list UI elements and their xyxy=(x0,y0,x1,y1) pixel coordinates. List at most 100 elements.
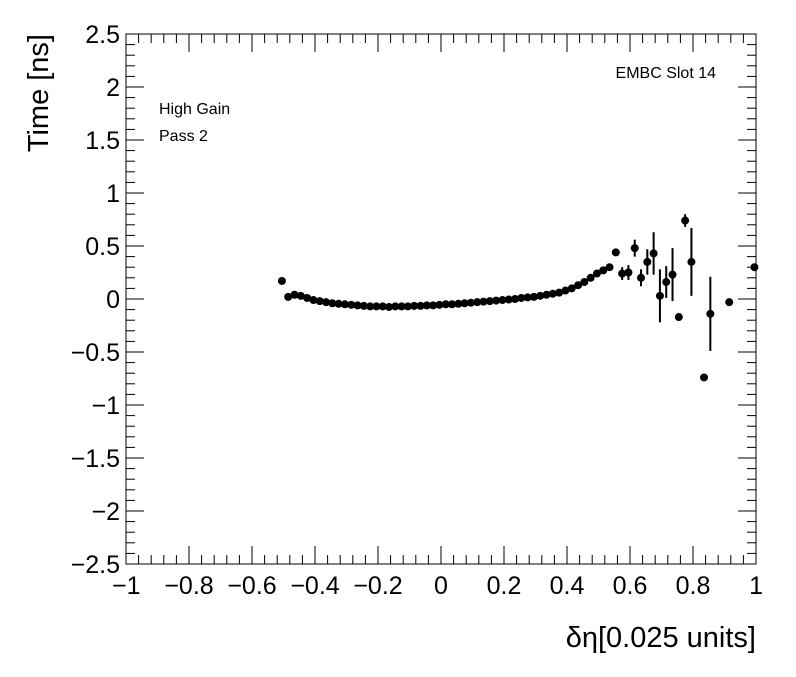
data-point xyxy=(700,373,709,382)
data-point xyxy=(504,295,513,304)
data-point xyxy=(479,297,488,306)
data-point xyxy=(681,216,690,225)
data-point xyxy=(397,302,406,311)
data-point xyxy=(630,244,639,253)
data-point xyxy=(750,263,759,272)
data-point xyxy=(372,302,381,311)
axis-ticks xyxy=(125,33,757,565)
data-point xyxy=(517,293,526,302)
data-point xyxy=(359,301,368,310)
data-point xyxy=(605,263,614,272)
data-point xyxy=(441,300,450,309)
data-point xyxy=(403,302,412,311)
data-point xyxy=(303,293,312,302)
data-point xyxy=(529,292,538,301)
x-tick-label: −0.4 xyxy=(290,572,339,600)
data-point xyxy=(322,298,331,307)
data-point xyxy=(624,268,633,277)
x-tick-label: 0.6 xyxy=(613,572,648,600)
data-point xyxy=(649,249,658,258)
data-point xyxy=(460,299,469,308)
y-tick-label: −1 xyxy=(91,392,120,420)
data-point xyxy=(284,292,293,301)
data-point xyxy=(290,290,299,299)
x-tick-labels: −1 −0.8 −0.6 −0.4 −0.2 0 0.2 0.4 0.6 0.8 1 xyxy=(112,572,763,600)
data-point xyxy=(674,313,683,322)
data-point xyxy=(611,248,620,257)
data-point xyxy=(511,295,520,303)
data-point xyxy=(725,298,734,307)
y-tick-label: −2 xyxy=(91,498,120,526)
data-point xyxy=(410,301,419,310)
data-point xyxy=(429,301,438,310)
y-tick-label: 1 xyxy=(106,180,120,208)
data-point xyxy=(328,299,337,308)
data-point xyxy=(536,291,545,300)
data-point xyxy=(555,288,564,297)
data-point xyxy=(422,301,431,310)
data-point xyxy=(473,298,482,307)
annotation-gain: High Gain xyxy=(159,101,230,118)
data-point xyxy=(643,257,652,266)
data-point xyxy=(340,300,349,309)
y-tick-label: −2.5 xyxy=(71,551,120,579)
data-point xyxy=(277,276,286,285)
data-point xyxy=(523,293,532,302)
data-point xyxy=(466,298,475,307)
data-point xyxy=(498,296,507,305)
annotation-slot: EMBC Slot 14 xyxy=(616,65,717,82)
y-tick-label: 0.5 xyxy=(85,233,120,261)
data-point xyxy=(548,289,557,298)
data-point xyxy=(378,302,387,311)
data-point xyxy=(391,302,400,311)
data-point xyxy=(592,269,601,278)
y-tick-label: 2 xyxy=(106,74,120,102)
data-point xyxy=(637,273,646,282)
data-point xyxy=(416,301,425,310)
data-point xyxy=(668,270,677,279)
x-tick-label: 1 xyxy=(749,572,763,600)
data-point xyxy=(296,291,305,300)
data-point xyxy=(599,266,608,275)
data-point xyxy=(662,278,671,287)
data-point xyxy=(385,302,394,311)
data-point xyxy=(315,297,324,306)
data-point xyxy=(542,290,551,299)
annotation-pass: Pass 2 xyxy=(159,128,208,145)
data-point xyxy=(567,284,576,293)
x-tick-label: −0.8 xyxy=(164,572,213,600)
x-tick-label: −1 xyxy=(112,572,141,600)
data-point xyxy=(353,301,362,310)
data-point xyxy=(580,278,589,287)
y-tick-label: −0.5 xyxy=(71,339,120,367)
data-point xyxy=(655,291,664,300)
data-point xyxy=(492,296,501,305)
x-tick-label: 0.2 xyxy=(487,572,522,600)
y-axis-title: Time [ns] xyxy=(23,34,55,152)
y-tick-label: 2.5 xyxy=(85,21,120,49)
data-point xyxy=(687,257,696,266)
x-axis-title: δη[0.025 units] xyxy=(566,622,756,654)
data-point xyxy=(347,300,356,309)
data-point xyxy=(561,286,570,295)
data-point xyxy=(448,300,457,309)
data-point xyxy=(618,269,627,278)
y-tick-label: 1.5 xyxy=(85,127,120,155)
x-tick-label: 0.8 xyxy=(676,572,711,600)
data-point xyxy=(334,299,343,308)
x-tick-label: 0 xyxy=(434,572,448,600)
y-tick-labels: −2.5 −2 −1.5 −1 −0.5 0 0.5 1 1.5 2 2.5 xyxy=(71,21,120,579)
data-point xyxy=(366,302,375,311)
y-tick-label: −1.5 xyxy=(71,445,120,473)
data-point xyxy=(586,273,595,282)
data-point xyxy=(485,297,494,306)
x-tick-label: −0.2 xyxy=(353,572,402,600)
x-tick-label: −0.6 xyxy=(227,572,276,600)
data-point xyxy=(706,309,715,318)
data-point xyxy=(454,299,463,308)
x-tick-label: 0.4 xyxy=(550,572,585,600)
data-points xyxy=(277,214,759,382)
y-tick-label: 0 xyxy=(106,286,120,314)
data-point xyxy=(309,296,318,305)
